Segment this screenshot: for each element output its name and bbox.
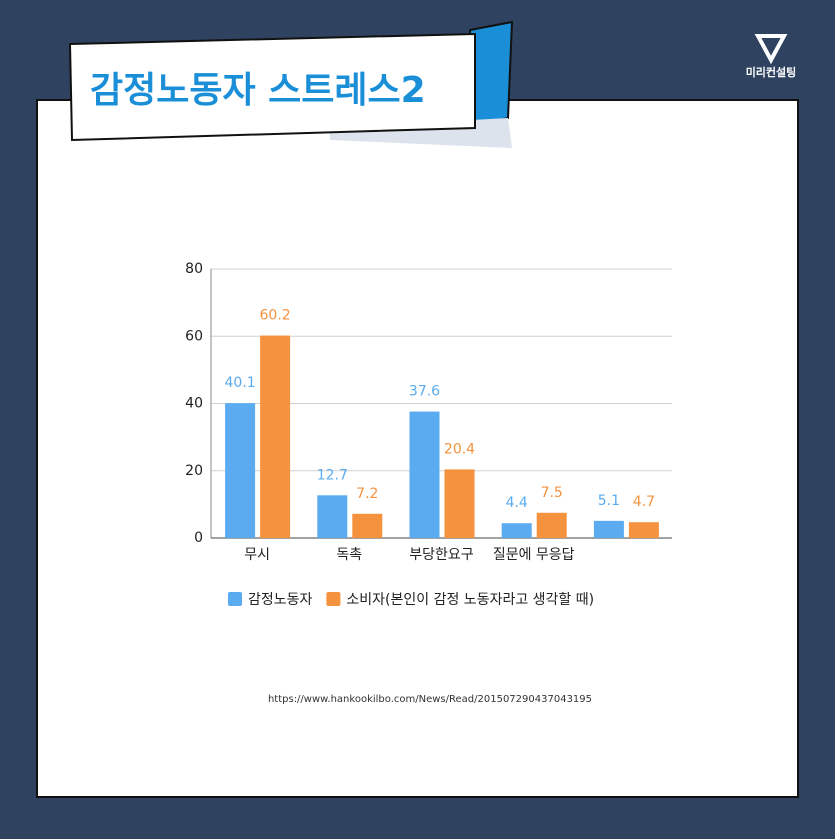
bar [536, 512, 567, 538]
logo-text: 미리컨설팅 [746, 65, 797, 79]
data-label: 4.7 [633, 494, 655, 510]
y-tick-label: 80 [185, 261, 203, 277]
x-tick-label: 질문에 무응답 [493, 547, 575, 563]
data-label: 4.4 [506, 495, 528, 511]
bar [409, 411, 440, 538]
legend-label: 소비자(본인이 감정 노동자라고 생각할 때) [346, 592, 594, 608]
data-label: 60.2 [260, 308, 291, 324]
data-label: 12.7 [317, 467, 348, 483]
bar [260, 335, 291, 538]
source: https://www.hankookilbo.com/News/Read/20… [268, 694, 592, 705]
data-label: 40.1 [225, 375, 256, 391]
page-title: 감정노동자 스트레스2 [90, 70, 426, 111]
bar [593, 520, 624, 538]
x-tick-label: 독촉 [336, 547, 362, 563]
bar [501, 523, 532, 538]
bar [628, 522, 659, 538]
legend-swatch [326, 592, 341, 606]
y-tick-label: 20 [185, 463, 203, 479]
data-label: 7.5 [541, 485, 563, 501]
y-tick-label: 40 [185, 396, 203, 412]
y-tick-label: 0 [194, 530, 203, 546]
banner-tab [469, 20, 514, 130]
logo-icon [754, 34, 788, 65]
data-label: 20.4 [444, 441, 475, 457]
data-label: 5.1 [598, 493, 620, 509]
bar [317, 495, 348, 538]
x-tick-label: 무시 [244, 547, 270, 563]
data-label: 7.2 [356, 486, 378, 502]
x-tick-label: 부당한요구 [409, 547, 474, 563]
bar [444, 469, 475, 538]
y-tick-label: 60 [185, 328, 203, 344]
legend-label: 감정노동자 [248, 592, 313, 608]
bar [225, 403, 256, 538]
legend-swatch [228, 592, 242, 606]
data-label: 37.6 [409, 384, 440, 400]
banner [68, 32, 476, 142]
logo: 미리컨설팅 [746, 34, 797, 79]
bar [352, 513, 383, 538]
